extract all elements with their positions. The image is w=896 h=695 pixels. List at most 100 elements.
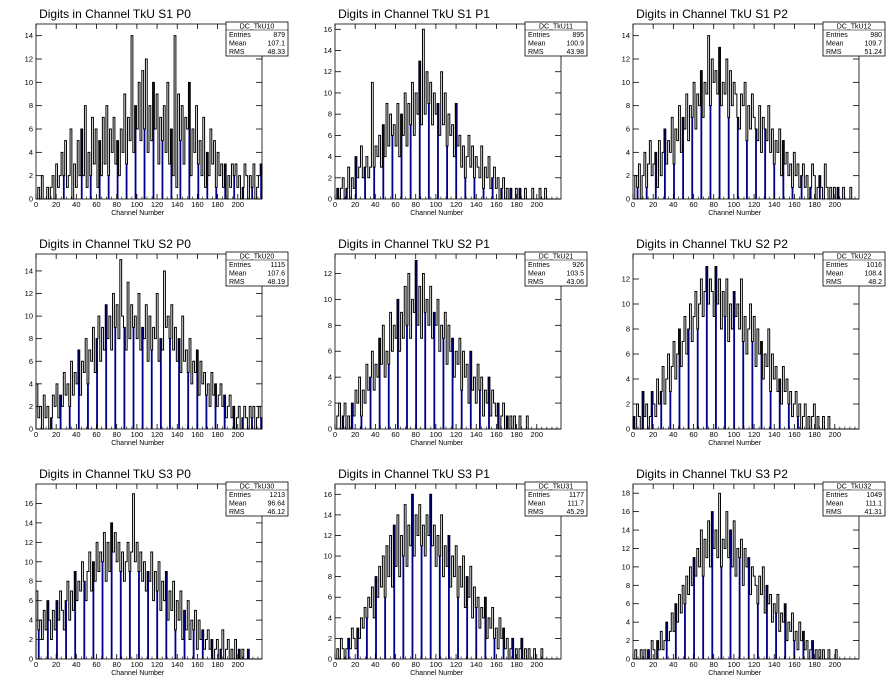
histogram-bar bbox=[161, 140, 164, 199]
y-tick-label: 6 bbox=[328, 347, 332, 356]
plot-frame bbox=[35, 483, 263, 660]
stats-value: 107.1 bbox=[267, 41, 285, 48]
histogram-bar bbox=[775, 612, 777, 659]
x-tick-label: 40 bbox=[371, 200, 379, 209]
histogram-bar bbox=[493, 638, 496, 659]
histogram-bar bbox=[223, 395, 226, 429]
y-tick-label: 0 bbox=[328, 425, 332, 434]
stats-name: DC_TkU20 bbox=[240, 254, 275, 261]
y-tick-label: 6 bbox=[626, 350, 630, 359]
histogram-bar bbox=[478, 390, 481, 429]
histogram-bar bbox=[201, 629, 204, 659]
y-tick-label: 0 bbox=[626, 195, 630, 204]
histogram-bar bbox=[702, 576, 705, 659]
histogram-bar bbox=[251, 187, 254, 199]
stats-label: RMS bbox=[528, 49, 544, 56]
histogram-bar bbox=[382, 124, 385, 199]
x-tick-label: 160 bbox=[191, 430, 204, 439]
histogram-bar bbox=[520, 638, 523, 659]
y-tick-label: 16 bbox=[324, 25, 332, 34]
histogram-bar bbox=[50, 417, 53, 429]
stats-name: DC_TkU11 bbox=[539, 24, 573, 31]
y-tick-label: 12 bbox=[622, 544, 630, 553]
x-tick-label: 100 bbox=[430, 200, 443, 209]
stats-value: 926 bbox=[572, 262, 584, 269]
histogram-bar bbox=[693, 557, 695, 659]
x-tick-label: 100 bbox=[728, 430, 741, 439]
histogram-bar bbox=[715, 266, 717, 429]
histogram-bar bbox=[469, 351, 472, 429]
chart-title: Digits in Channel TkU S1 P1 bbox=[338, 7, 490, 21]
histogram-bar bbox=[811, 640, 814, 659]
histogram-bar bbox=[437, 103, 439, 199]
histogram-bar bbox=[700, 70, 703, 199]
x-tick-label: 60 bbox=[689, 430, 697, 439]
histogram-bar bbox=[241, 417, 244, 429]
histogram-bar bbox=[793, 640, 796, 659]
y-tick-label: 16 bbox=[622, 507, 630, 516]
x-tick-label: 40 bbox=[669, 660, 677, 669]
histogram-bar bbox=[391, 135, 394, 199]
x-tick-label: 80 bbox=[412, 660, 420, 669]
histogram-bar bbox=[56, 600, 58, 659]
x-tick-label: 120 bbox=[450, 430, 463, 439]
x-tick-label: 120 bbox=[450, 660, 463, 669]
x-tick-label: 140 bbox=[171, 430, 184, 439]
x-tick-label: 100 bbox=[131, 430, 144, 439]
y-tick-label: 8 bbox=[29, 334, 33, 343]
histogram-bar bbox=[369, 377, 372, 429]
x-tick-label: 0 bbox=[631, 660, 635, 669]
stats-label: Mean bbox=[528, 271, 546, 278]
stats-box bbox=[822, 21, 886, 57]
stats-value: 1213 bbox=[269, 492, 285, 499]
stats-box bbox=[225, 251, 289, 287]
histogram-bar bbox=[134, 105, 137, 199]
stats-value: 96.64 bbox=[267, 501, 285, 508]
stats-box bbox=[524, 481, 588, 517]
histogram-svg: Digits in Channel TkU S1 P20 20 40 60 80 100 1… bbox=[622, 7, 886, 217]
x-tick-label: 20 bbox=[351, 200, 359, 209]
histogram-bar bbox=[720, 566, 723, 659]
stats-label: Mean bbox=[229, 41, 247, 48]
histogram-bar bbox=[769, 391, 772, 429]
y-tick-label: 10 bbox=[324, 295, 332, 304]
y-tick-label: 6 bbox=[29, 125, 33, 134]
y-tick-label: 0 bbox=[29, 195, 33, 204]
y-tick-label: 8 bbox=[29, 577, 33, 586]
y-tick-label: 10 bbox=[25, 312, 33, 321]
histogram-bar bbox=[138, 571, 140, 659]
stats-label: Mean bbox=[528, 501, 546, 508]
histogram-bar bbox=[751, 341, 754, 429]
histogram-panel: Digits in Channel TkU S2 P2 0 20 40 60 80 100 1… bbox=[597, 230, 895, 460]
x-tick-label: 20 bbox=[52, 430, 60, 439]
histogram-bar bbox=[128, 571, 131, 659]
histogram-bar bbox=[427, 103, 430, 199]
x-tick-label: 120 bbox=[450, 200, 463, 209]
x-tick-label: 0 bbox=[34, 430, 38, 439]
y-tick-label: 4 bbox=[29, 379, 33, 388]
histogram-bar bbox=[210, 639, 213, 659]
histogram-bar bbox=[336, 188, 339, 199]
histogram-bar bbox=[87, 383, 89, 429]
histogram-bar bbox=[669, 391, 672, 429]
stats-name: DC_TkU30 bbox=[240, 484, 275, 491]
histogram-bar bbox=[656, 640, 659, 659]
histogram-bar bbox=[800, 175, 803, 199]
y-tick-label: 12 bbox=[25, 538, 33, 547]
x-axis-title: Channel Number bbox=[111, 440, 165, 447]
histogram-bar bbox=[797, 416, 799, 429]
histogram-bar bbox=[482, 188, 485, 199]
stats-value: 48.2 bbox=[868, 279, 882, 286]
histogram-bar bbox=[116, 140, 119, 199]
y-tick-label: 2 bbox=[328, 173, 332, 182]
stats-box bbox=[524, 21, 588, 57]
stats-label: Mean bbox=[826, 501, 844, 508]
histogram-panel: Digits in Channel TkU S1 P1 0 20 40 60 80 100 1… bbox=[299, 0, 597, 230]
histogram-bar bbox=[645, 187, 648, 199]
histogram-bar bbox=[242, 187, 245, 199]
histogram-svg: Digits in Channel TkU S2 P00 20 40 60 80 100 1… bbox=[25, 237, 289, 447]
histogram-bar bbox=[663, 129, 666, 199]
histogram-bar bbox=[747, 557, 750, 659]
histogram-bar bbox=[709, 105, 712, 199]
histogram-bar bbox=[89, 175, 92, 199]
